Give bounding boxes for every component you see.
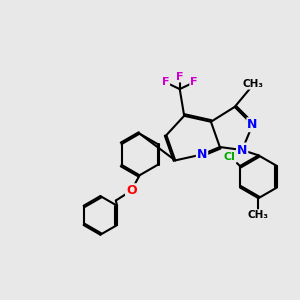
Text: Cl: Cl bbox=[223, 152, 235, 162]
Text: N: N bbox=[197, 148, 207, 161]
Text: CH₃: CH₃ bbox=[248, 210, 269, 220]
Text: F: F bbox=[176, 72, 184, 82]
Text: O: O bbox=[126, 184, 136, 197]
Text: N: N bbox=[248, 118, 258, 131]
Text: N: N bbox=[237, 143, 247, 157]
Text: F: F bbox=[162, 77, 169, 87]
Text: F: F bbox=[190, 77, 198, 87]
Text: CH₃: CH₃ bbox=[242, 79, 263, 89]
